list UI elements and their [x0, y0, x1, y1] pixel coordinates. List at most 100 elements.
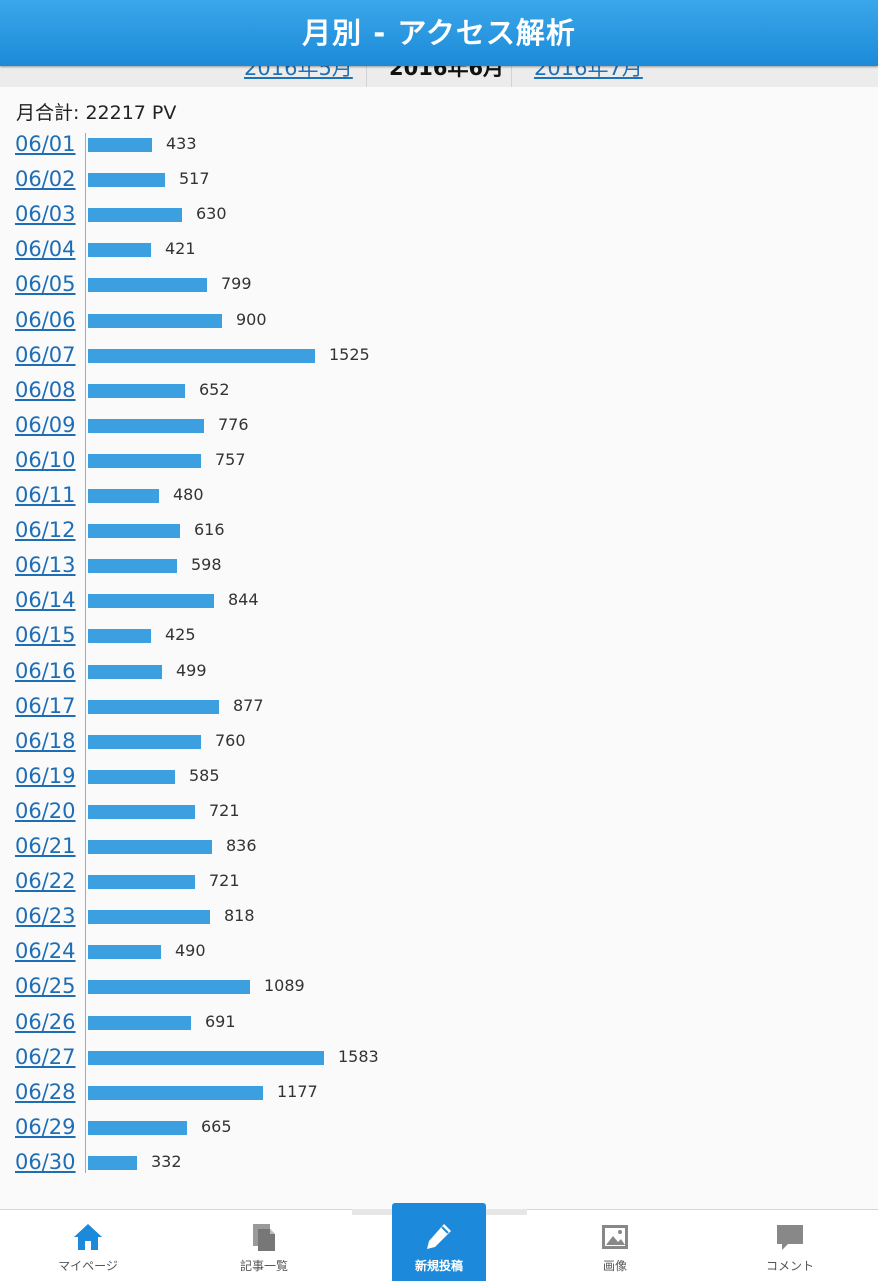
day-link[interactable]: 06/24 — [15, 939, 76, 964]
pv-bar — [88, 243, 151, 258]
day-link[interactable]: 06/05 — [15, 272, 76, 297]
pv-bar — [88, 1120, 187, 1135]
chart-row: 06/24 490 — [0, 936, 878, 971]
pv-value-label: 421 — [165, 239, 196, 259]
day-link[interactable]: 06/12 — [15, 518, 76, 543]
pv-value-label: 757 — [215, 449, 246, 469]
pv-bar — [88, 804, 195, 819]
chart-axis — [85, 133, 86, 1173]
chart-row: 06/14 844 — [0, 585, 878, 620]
day-link[interactable]: 06/30 — [15, 1149, 76, 1174]
chart-row: 06/25 1089 — [0, 971, 878, 1006]
day-link[interactable]: 06/03 — [15, 202, 76, 227]
pv-bar — [88, 1050, 324, 1065]
access-chart-area: 月合計: 22217 PV 06/01 433 06/02 517 06/03 630 06… — [0, 87, 878, 1209]
nav-articles[interactable]: 記事一覧 — [176, 1210, 352, 1281]
chart-row: 06/27 1583 — [0, 1042, 878, 1077]
day-link[interactable]: 06/11 — [15, 483, 76, 507]
pv-bar — [88, 524, 180, 539]
pv-bar — [88, 769, 175, 784]
pv-bar — [88, 1015, 191, 1030]
chart-row: 06/22 721 — [0, 866, 878, 901]
monthly-total: 月合計: 22217 PV — [16, 102, 177, 124]
pv-value-label: 836 — [226, 836, 257, 855]
pv-value-label: 480 — [173, 485, 204, 504]
chart-row: 06/21 836 — [0, 831, 878, 866]
chart-row: 06/04 421 — [0, 234, 878, 269]
day-link[interactable]: 06/13 — [15, 553, 76, 578]
pv-bar — [88, 629, 151, 644]
comment-icon — [777, 1225, 803, 1250]
chart-row: 06/08 652 — [0, 375, 878, 410]
day-link[interactable]: 06/29 — [15, 1114, 76, 1139]
chart-row: 06/26 691 — [0, 1007, 878, 1042]
pv-value-label: 877 — [233, 695, 264, 715]
page-title: 月別 - アクセス解析 — [302, 16, 576, 50]
pv-value-label: 1177 — [277, 1081, 318, 1101]
day-link[interactable]: 06/14 — [15, 588, 76, 613]
chart-row: 06/29 665 — [0, 1112, 878, 1147]
pv-bar — [88, 840, 212, 854]
day-link[interactable]: 06/18 — [15, 728, 76, 753]
chart-row: 06/18 760 — [0, 726, 878, 761]
day-link[interactable]: 06/09 — [15, 412, 76, 437]
chart-row: 06/16 499 — [0, 656, 878, 691]
pv-bar — [88, 278, 207, 293]
pv-bar — [88, 945, 161, 960]
pv-value-label: 652 — [199, 379, 230, 399]
pv-value-label: 900 — [236, 309, 267, 329]
chart-row: 06/17 877 — [0, 691, 878, 726]
day-link[interactable]: 06/28 — [15, 1079, 76, 1104]
nav-articles-label: 記事一覧 — [239, 1259, 288, 1273]
pv-bar — [88, 383, 185, 398]
day-link[interactable]: 06/02 — [15, 167, 76, 192]
day-link[interactable]: 06/01 — [15, 132, 76, 156]
day-link[interactable]: 06/22 — [15, 869, 76, 894]
nav-images[interactable]: 画像 — [527, 1210, 703, 1281]
pv-bar — [88, 664, 162, 679]
app-header: 月別 - アクセス解析 — [0, 0, 878, 66]
chart-row: 06/07 1525 — [0, 340, 878, 375]
pv-value-label: 433 — [166, 134, 197, 153]
day-link[interactable]: 06/26 — [15, 1009, 76, 1034]
day-link[interactable]: 06/10 — [15, 447, 76, 472]
day-link[interactable]: 06/25 — [15, 974, 76, 999]
pv-value-label: 490 — [175, 941, 206, 961]
day-link[interactable]: 06/15 — [15, 623, 76, 648]
pv-bar — [88, 699, 219, 714]
day-link[interactable]: 06/08 — [15, 377, 76, 402]
pv-value-label: 630 — [196, 204, 227, 224]
nav-new-post[interactable]: 新規投稿 — [392, 1203, 486, 1281]
nav-comments[interactable]: コメント — [702, 1210, 878, 1281]
pv-bar — [88, 453, 201, 468]
nav-mypage[interactable]: マイページ — [0, 1210, 176, 1281]
chart-row: 06/23 818 — [0, 901, 878, 936]
pv-value-label: 721 — [209, 800, 240, 820]
day-link[interactable]: 06/07 — [15, 342, 76, 367]
pv-value-label: 598 — [191, 555, 222, 575]
chart-row: 06/11 480 — [0, 480, 878, 515]
day-link[interactable]: 06/27 — [15, 1044, 76, 1069]
day-link[interactable]: 06/06 — [15, 307, 76, 332]
day-link[interactable]: 06/23 — [15, 904, 76, 929]
pv-value-label: 665 — [201, 1116, 232, 1136]
day-link[interactable]: 06/17 — [15, 693, 76, 718]
pv-value-label: 332 — [151, 1151, 182, 1171]
image-icon — [602, 1225, 628, 1249]
day-link[interactable]: 06/21 — [15, 834, 76, 858]
chart-row: 06/15 425 — [0, 620, 878, 655]
day-link[interactable]: 06/19 — [15, 763, 76, 788]
chart-row: 06/03 630 — [0, 199, 878, 234]
pv-value-label: 517 — [179, 169, 210, 189]
pv-bar — [88, 1085, 263, 1100]
day-link[interactable]: 06/16 — [15, 658, 76, 683]
nav-comments-label: コメント — [765, 1259, 814, 1273]
day-link[interactable]: 06/20 — [15, 798, 76, 823]
day-link[interactable]: 06/04 — [15, 237, 76, 262]
pv-bar — [88, 313, 222, 328]
chart-row: 06/13 598 — [0, 550, 878, 585]
pv-value-label: 799 — [221, 274, 252, 294]
chart-row: 06/20 721 — [0, 796, 878, 831]
pv-bar — [88, 594, 214, 609]
chart-row: 06/12 616 — [0, 515, 878, 550]
